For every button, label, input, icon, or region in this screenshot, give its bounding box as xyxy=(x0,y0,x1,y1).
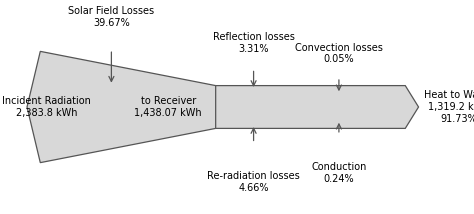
Text: Solar Field Losses
39.67%: Solar Field Losses 39.67% xyxy=(68,6,155,28)
Text: Conduction
0.24%: Conduction 0.24% xyxy=(311,162,366,184)
Text: Re-radiation losses
4.66%: Re-radiation losses 4.66% xyxy=(207,171,300,193)
Text: Reflection losses
3.31%: Reflection losses 3.31% xyxy=(213,32,294,54)
Text: Convection losses
0.05%: Convection losses 0.05% xyxy=(295,43,383,64)
Text: to Receiver
1,438.07 kWh: to Receiver 1,438.07 kWh xyxy=(135,96,202,118)
Text: Incident Radiation
2,383.8 kWh: Incident Radiation 2,383.8 kWh xyxy=(2,96,91,118)
Polygon shape xyxy=(216,86,419,128)
Text: Heat to Water
1,319.2 kWh
91.73%: Heat to Water 1,319.2 kWh 91.73% xyxy=(424,90,474,124)
Polygon shape xyxy=(27,51,229,163)
